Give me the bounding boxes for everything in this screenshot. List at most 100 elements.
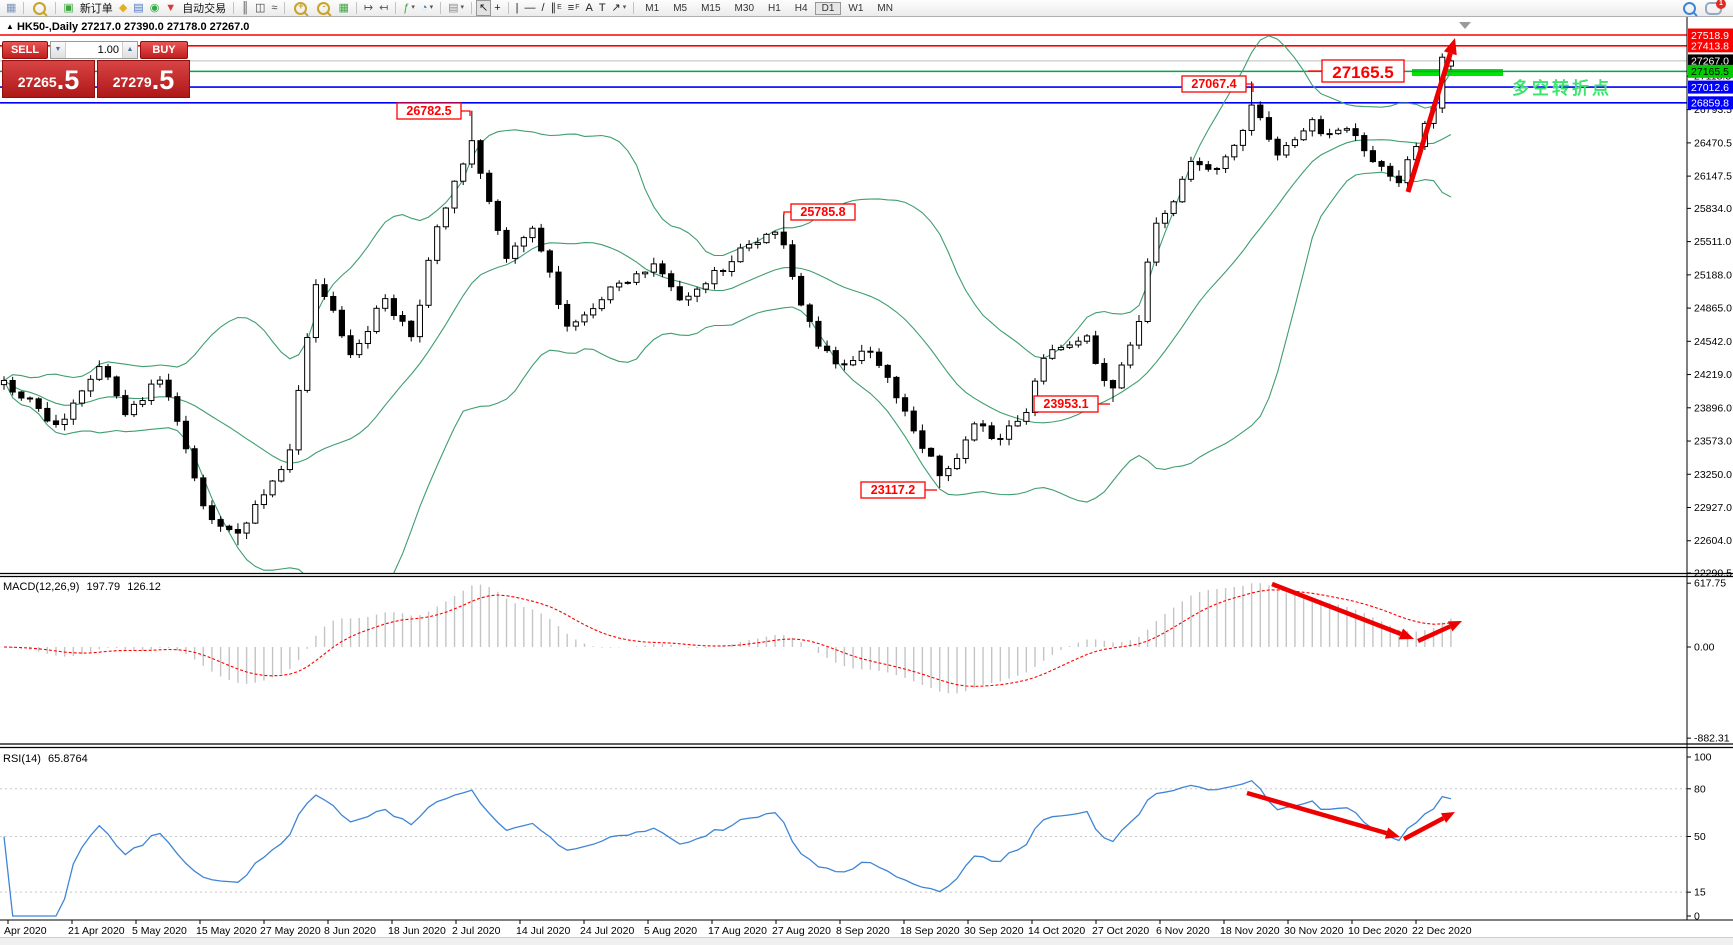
timeframe-mn[interactable]: MN <box>877 2 893 14</box>
chart-shift-icon[interactable]: ↤ <box>379 2 389 14</box>
data-window-icon[interactable]: ▤ <box>133 2 144 14</box>
collapse-triangle-icon[interactable]: ▲ <box>6 22 14 31</box>
toolbar-separator <box>23 2 25 14</box>
svg-text:22604.0: 22604.0 <box>1694 535 1732 547</box>
svg-text:26470.5: 26470.5 <box>1694 137 1732 149</box>
timeframe-w1[interactable]: W1 <box>848 2 864 14</box>
metaeditor-icon[interactable]: ◆ <box>118 2 128 14</box>
macd-pane[interactable] <box>3 583 1452 694</box>
price-axis[interactable]: 27118.526793.526470.526147.525834.025511… <box>0 17 1733 923</box>
candlestick-chart-icon[interactable]: ◫ <box>254 2 266 14</box>
buy-price-button[interactable]: 27279 .5 <box>97 60 190 98</box>
trend-arrows[interactable] <box>1246 38 1462 841</box>
search-icon[interactable] <box>1683 1 1698 17</box>
main-toolbar: ▦ ▣ 新订单 ◆ ▤ ◉ ▼ 自动交易 ║ ◫ ≈ + - ▦ ↦ ↤ ƒ ▾ ◔ ▾ ▤ ▾ ↖ + | — / ∥ E ≡ F A T ↗ ▾… <box>0 0 1733 17</box>
chart-window-icon[interactable]: ▦ <box>6 2 17 14</box>
timeframe-m30[interactable]: M30 <box>734 2 754 14</box>
zoom-out-icon[interactable]: - <box>317 1 333 17</box>
ohlc-values: 27217.0 27390.0 27178.0 27267.0 <box>81 21 250 33</box>
buy-price-pip: .5 <box>151 65 175 95</box>
svg-text:15 May 2020: 15 May 2020 <box>196 925 257 937</box>
main-chart-pane[interactable] <box>0 60 1687 76</box>
trendline-icon[interactable]: / <box>541 2 545 14</box>
tile-windows-icon[interactable]: ▦ <box>338 2 349 14</box>
svg-text:27267.0: 27267.0 <box>1691 56 1729 68</box>
svg-text:24865.0: 24865.0 <box>1694 303 1732 315</box>
green-highlight-band[interactable] <box>1412 69 1503 76</box>
toolbar-separator <box>507 2 509 14</box>
rsi-pane[interactable] <box>0 779 1687 917</box>
svg-text:25834.0: 25834.0 <box>1694 203 1732 215</box>
svg-text:100: 100 <box>1694 752 1712 764</box>
price-annotation-labels[interactable]: 26782.5 25785.8 23117.2 23953.1 27067.4 27165… <box>396 59 1405 499</box>
svg-text:26782.5: 26782.5 <box>406 104 451 118</box>
svg-text:18 Nov 2020: 18 Nov 2020 <box>1220 925 1280 937</box>
svg-text:27413.8: 27413.8 <box>1691 41 1729 53</box>
add-indicator-icon[interactable]: ƒ ▾ <box>403 2 415 14</box>
svg-text:22290.5: 22290.5 <box>1694 568 1732 580</box>
arrows-tool-icon[interactable]: ↗ ▾ <box>611 2 627 14</box>
svg-text:6 Nov 2020: 6 Nov 2020 <box>1156 925 1210 937</box>
svg-text:80: 80 <box>1694 783 1706 795</box>
buy-button[interactable]: BUY <box>140 41 188 59</box>
svg-text:0.00: 0.00 <box>1694 642 1715 654</box>
toolbar-separator <box>395 2 397 14</box>
new-order-icon[interactable]: ▣ <box>63 2 74 14</box>
horizontal-line-icon[interactable]: — <box>524 2 536 14</box>
text-label-icon[interactable]: T <box>598 2 606 14</box>
svg-text:17 Aug 2020: 17 Aug 2020 <box>708 925 767 937</box>
timeframe-h4[interactable]: H4 <box>794 2 808 14</box>
svg-text:27 Aug 2020: 27 Aug 2020 <box>772 925 831 937</box>
auto-scroll-icon[interactable]: ↦ <box>363 2 374 14</box>
svg-text:-882.31: -882.31 <box>1694 733 1730 745</box>
crosshair-icon[interactable]: + <box>494 2 501 14</box>
timeframe-d1[interactable]: D1 <box>814 1 842 15</box>
rsi-line <box>3 779 1452 917</box>
new-order-button[interactable]: 新订单 <box>79 3 113 15</box>
svg-text:21 Apr 2020: 21 Apr 2020 <box>68 925 125 937</box>
horizontal-level-lines[interactable] <box>0 34 1687 104</box>
svg-text:617.75: 617.75 <box>1694 578 1726 590</box>
text-icon[interactable]: A <box>585 2 593 14</box>
zoom-in-icon[interactable]: + <box>294 1 310 17</box>
timeframe-m1[interactable]: M1 <box>645 2 660 14</box>
equidistant-channel-icon[interactable]: ∥ E <box>550 2 562 14</box>
volume-stepper: ▼ ▲ <box>50 41 138 59</box>
timeframe-m15[interactable]: M15 <box>701 2 721 14</box>
signals-icon[interactable]: ◉ <box>149 2 160 14</box>
cursor-icon[interactable]: ↖ <box>476 0 492 16</box>
chart-shift-marker-icon[interactable] <box>1459 22 1471 29</box>
rsi-name: RSI(14) <box>3 753 41 765</box>
svg-text:27165.5: 27165.5 <box>1332 63 1393 82</box>
fibonacci-icon[interactable]: ≡ F <box>567 2 580 14</box>
vertical-line-icon[interactable]: | <box>515 2 519 14</box>
svg-text:30 Nov 2020: 30 Nov 2020 <box>1284 925 1344 937</box>
svg-text:23953.1: 23953.1 <box>1043 397 1088 411</box>
timeframe-m5[interactable]: M5 <box>673 2 688 14</box>
templates-icon[interactable]: ▤ ▾ <box>448 2 465 14</box>
sell-button[interactable]: SELL <box>2 41 48 59</box>
svg-text:25188.0: 25188.0 <box>1694 269 1732 281</box>
date-axis[interactable]: Apr 2020 21 Apr 2020 5 May 2020 15 May 2020… <box>4 920 1472 937</box>
periods-icon[interactable]: ◔ ▾ <box>420 2 434 14</box>
bull-bear-turning-point-note[interactable]: 多空转折点 <box>1512 79 1612 98</box>
autotrading-button[interactable]: 自动交易 <box>182 3 227 15</box>
sell-price-main: 27265 <box>17 74 57 90</box>
svg-text:0: 0 <box>1694 911 1700 923</box>
volume-increase-button[interactable]: ▲ <box>122 42 137 58</box>
notifications-icon[interactable]: 1 <box>1705 0 1726 15</box>
pane-dividers[interactable] <box>0 572 1733 749</box>
line-chart-icon[interactable]: ≈ <box>271 2 278 14</box>
autotrading-icon[interactable]: ▼ <box>165 2 177 14</box>
market-watch-icon[interactable] <box>33 1 49 17</box>
sell-price-button[interactable]: 27265 .5 <box>2 60 95 98</box>
volume-decrease-button[interactable]: ▼ <box>51 42 66 58</box>
timeframe-h1[interactable]: H1 <box>768 2 781 14</box>
svg-text:8 Sep 2020: 8 Sep 2020 <box>836 925 890 937</box>
volume-input[interactable] <box>66 42 122 58</box>
bar-chart-icon[interactable]: ║ <box>241 2 249 14</box>
macd-value-main: 197.79 <box>86 581 121 593</box>
svg-text:Apr 2020: Apr 2020 <box>4 925 47 937</box>
